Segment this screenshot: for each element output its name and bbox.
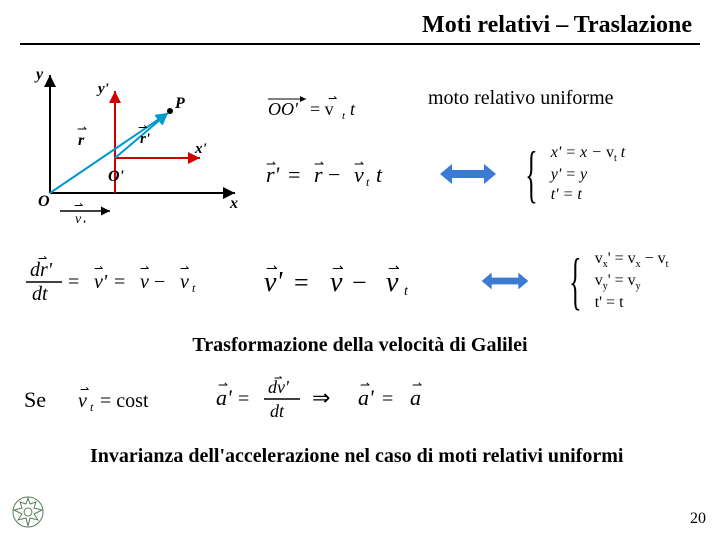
svg-text:r: r [314, 162, 323, 187]
double-arrow-2 [480, 267, 530, 295]
svg-text:−: − [352, 268, 367, 297]
galilei-label: Trasformazione della velocità di Galilei [20, 334, 700, 357]
svg-text:t: t [376, 162, 383, 187]
svg-text:=: = [238, 388, 249, 410]
svg-text:r': r' [266, 162, 280, 187]
svg-text:v': v' [94, 271, 108, 293]
svg-text:dt: dt [32, 283, 48, 305]
svg-text:OO': OO' [268, 99, 299, 119]
moto-label: moto relativo uniforme [428, 87, 614, 110]
svg-text:t: t [342, 110, 346, 122]
page-number: 20 [690, 510, 706, 528]
svg-text:v: v [75, 212, 82, 223]
svg-text:dt: dt [270, 401, 285, 421]
svg-text:⇒: ⇒ [312, 385, 330, 410]
svg-text:x': x' [194, 141, 207, 157]
svg-text:⇀: ⇀ [74, 200, 83, 212]
svg-text:O: O [38, 193, 50, 210]
frames-diagram: O x y O' x' y' P r ⇀ r' ⇀ [20, 63, 250, 228]
se-label: Se [24, 387, 46, 413]
svg-text:O': O' [108, 168, 125, 185]
institution-logo [10, 494, 46, 530]
svg-text:t: t [404, 284, 409, 299]
svg-text:v: v [386, 267, 399, 298]
eq-vprime-big: ⇀ v' = ⇀ v − ⇀ v t [260, 261, 450, 301]
svg-text:v: v [78, 390, 87, 412]
brace-pos: { x' = x − vt t y' = y t' = t [516, 144, 625, 204]
svg-text:t: t [83, 218, 86, 223]
svg-text:⇀: ⇀ [38, 254, 47, 265]
svg-text:=: = [288, 162, 300, 187]
svg-text:⇀: ⇀ [274, 375, 282, 384]
svg-text:a': a' [216, 385, 232, 410]
svg-text:⇀: ⇀ [138, 122, 147, 134]
double-arrow-1 [438, 160, 498, 188]
svg-text:x: x [229, 195, 238, 212]
svg-text:−: − [154, 271, 165, 293]
eq-OO-vt: OO' = v t t ⇀ [260, 91, 380, 125]
eq-drdt: dr' ⇀ dt = ⇀ v' = ⇀ v − ⇀ v t [20, 254, 230, 308]
slide-title: Moti relativi – Traslazione [20, 12, 700, 45]
invariance-statement: Invarianza dell'accelerazione nel caso d… [90, 445, 700, 468]
eq-rprime: ⇀ r' = ⇀ r − ⇀ v t t [260, 156, 420, 192]
svg-text:v: v [354, 162, 364, 187]
svg-text:v: v [140, 271, 149, 293]
svg-text:P: P [174, 95, 185, 112]
svg-text:a: a [410, 385, 421, 410]
svg-text:y: y [34, 66, 44, 83]
svg-text:v: v [330, 267, 343, 298]
svg-text:v: v [180, 271, 189, 293]
svg-text:=: = [68, 271, 79, 293]
svg-text:=: = [382, 388, 393, 410]
brace-vel: { vx' = vx − vt vy' = vy t' = t [560, 250, 668, 312]
svg-text:⇀: ⇀ [77, 122, 87, 136]
eq-vt-cost: ⇀ v t = cost [74, 385, 184, 415]
svg-text:=: = [294, 268, 309, 297]
svg-text:⇀: ⇀ [328, 93, 337, 105]
svg-text:=: = [114, 271, 125, 293]
svg-text:v': v' [264, 267, 283, 298]
eq-aprime: ⇀ a' = dv' ⇀ dt ⇒ ⇀ a' = ⇀ a [212, 375, 472, 425]
svg-text:t: t [90, 400, 94, 414]
svg-text:a': a' [358, 385, 374, 410]
svg-text:t: t [366, 175, 370, 189]
svg-text:y': y' [96, 81, 109, 97]
svg-text:t: t [192, 281, 196, 295]
svg-text:−: − [328, 162, 340, 187]
svg-text:t: t [350, 99, 356, 119]
svg-text:= cost: = cost [100, 390, 149, 412]
